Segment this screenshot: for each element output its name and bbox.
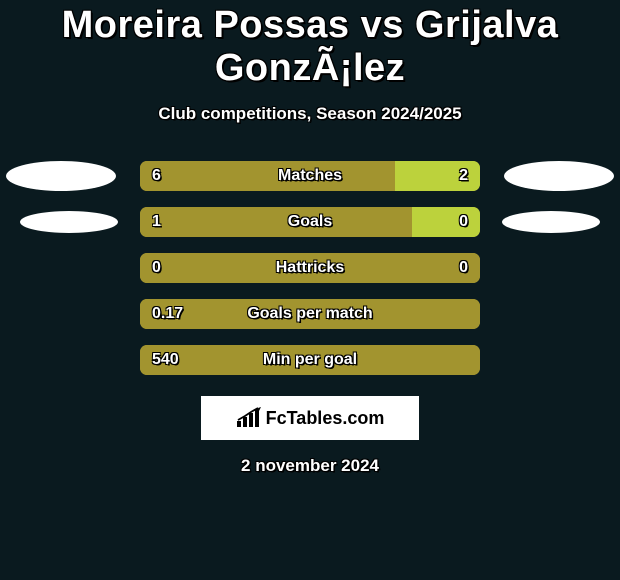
stat-value-left: 1 [152, 207, 161, 237]
fctables-logo[interactable]: FcTables.com [201, 396, 419, 440]
stat-bar: 540Min per goal [140, 345, 480, 375]
stat-row: 62Matches [0, 154, 620, 200]
bars-icon [236, 407, 262, 429]
page-title: Moreira Possas vs Grijalva GonzÃ¡lez [0, 4, 620, 90]
player-right-marker [502, 211, 600, 233]
stat-value-left: 0 [152, 253, 161, 283]
stat-row: 10Goals [0, 200, 620, 246]
stat-value-left: 540 [152, 345, 179, 375]
bar-segment-left [140, 299, 480, 329]
stat-row: 00Hattricks [0, 246, 620, 292]
bar-segment-left [140, 345, 480, 375]
stat-rows: 62Matches10Goals00Hattricks0.17Goals per… [0, 154, 620, 384]
bar-segment-left [140, 253, 480, 283]
logo-text: FcTables.com [266, 408, 385, 429]
date-text: 2 november 2024 [0, 456, 620, 476]
bar-segment-right [412, 207, 480, 237]
stat-value-right: 0 [459, 253, 468, 283]
stat-row: 540Min per goal [0, 338, 620, 384]
player-left-marker [6, 161, 116, 191]
stat-bar: 62Matches [140, 161, 480, 191]
stat-value-right: 2 [459, 161, 468, 191]
stat-value-left: 0.17 [152, 299, 183, 329]
bar-segment-left [140, 161, 395, 191]
bar-segment-left [140, 207, 412, 237]
stat-value-left: 6 [152, 161, 161, 191]
stat-bar: 0.17Goals per match [140, 299, 480, 329]
stat-value-right: 0 [459, 207, 468, 237]
stat-bar: 00Hattricks [140, 253, 480, 283]
stat-bar: 10Goals [140, 207, 480, 237]
player-left-marker [20, 211, 118, 233]
stat-row: 0.17Goals per match [0, 292, 620, 338]
subtitle: Club competitions, Season 2024/2025 [0, 104, 620, 124]
player-right-marker [504, 161, 614, 191]
